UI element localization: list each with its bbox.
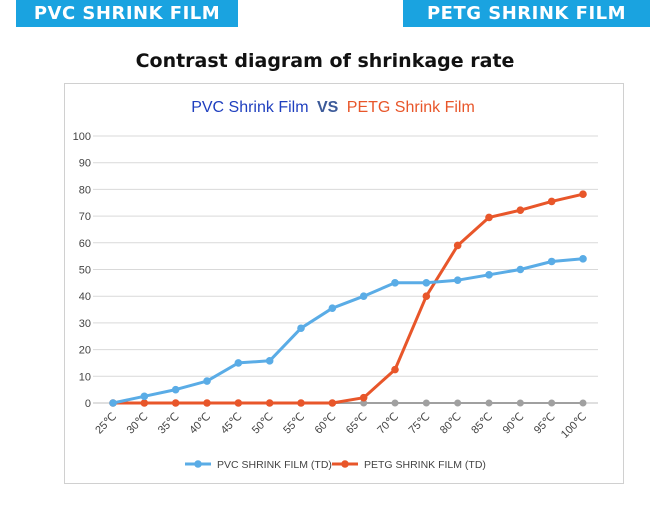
pvc-series-point xyxy=(140,392,149,401)
x-tick-label: 65℃ xyxy=(344,411,370,437)
legend-pvc-marker xyxy=(194,460,202,468)
petg-series-point xyxy=(422,292,431,300)
pvc-series-point xyxy=(359,292,368,300)
pvc-series-point xyxy=(547,257,556,266)
chart-title-vs: VS xyxy=(317,99,339,116)
x-tick-label: 55℃ xyxy=(281,411,307,437)
x-tick-label: 30℃ xyxy=(125,411,151,437)
pvc-series-point xyxy=(453,276,462,284)
y-tick-label: 70 xyxy=(79,211,91,223)
baseline-point xyxy=(579,399,587,407)
chart-title-pvc: PVC Shrink Film xyxy=(191,99,308,116)
petg-series-point xyxy=(297,399,305,407)
y-tick-label: 50 xyxy=(79,265,91,277)
pvc-series-point xyxy=(297,324,305,333)
petg-series-point xyxy=(234,399,243,407)
y-tick-label: 30 xyxy=(79,318,91,330)
petg-series-point xyxy=(140,399,149,407)
petg-series-point xyxy=(516,206,525,215)
baseline-point xyxy=(516,399,524,407)
x-tick-label: 25℃ xyxy=(93,411,119,437)
petg-series-line xyxy=(113,192,584,405)
petg-series-point xyxy=(203,399,211,407)
x-tick-label: 45℃ xyxy=(219,411,245,437)
legend-petg-marker xyxy=(341,460,349,468)
pvc-series-point xyxy=(516,265,525,274)
chart-container: PVC Shrink Film VS PETG Shrink Film 0 10 2… xyxy=(64,83,624,484)
y-tick-label: 40 xyxy=(79,291,91,303)
x-tick-label: 80℃ xyxy=(438,411,464,437)
x-tick-label: 50℃ xyxy=(250,411,276,437)
chart-title: PVC Shrink Film VS PETG Shrink Film xyxy=(191,99,475,116)
y-tick-label: 60 xyxy=(79,238,91,250)
petg-series-point xyxy=(485,213,493,222)
y-tick-label: 100 xyxy=(73,131,91,143)
x-tick-label: 95℃ xyxy=(532,411,558,437)
x-tick-label: 60℃ xyxy=(313,411,339,437)
pvc-series-point xyxy=(171,385,180,394)
x-tick-label: 90℃ xyxy=(501,411,527,437)
legend-petg-label: PETG SHRINK FILM (TD) xyxy=(364,459,486,471)
pvc-series-point xyxy=(391,279,399,287)
petg-series-point xyxy=(265,399,274,407)
shrinkage-line-chart: PVC Shrink Film VS PETG Shrink Film 0 10 2… xyxy=(73,99,598,471)
petg-series-point xyxy=(328,399,337,407)
baseline-point xyxy=(454,399,462,407)
pvc-series-point xyxy=(265,357,274,365)
x-tick-label: 100℃ xyxy=(559,411,589,441)
y-tick-label: 90 xyxy=(79,158,91,170)
pvc-series-point xyxy=(234,359,243,367)
pvc-series-point xyxy=(328,304,337,313)
petg-series-point xyxy=(579,190,587,199)
x-tick-label: 70℃ xyxy=(375,411,401,437)
petg-banner: PETG SHRINK FILM xyxy=(403,0,650,27)
y-tick-label: 20 xyxy=(79,345,91,357)
pvc-series-point xyxy=(109,399,117,407)
petg-series-point xyxy=(547,197,556,206)
pvc-series-line xyxy=(112,257,584,405)
legend-pvc-label: PVC SHRINK FILM (TD) xyxy=(217,459,332,471)
petg-series-point xyxy=(171,399,180,407)
baseline-point xyxy=(391,399,399,407)
y-tick-label: 10 xyxy=(79,371,91,383)
baseline-point xyxy=(485,399,493,407)
petg-series-point xyxy=(359,393,368,402)
baseline-point xyxy=(422,399,430,407)
pvc-banner: PVC SHRINK FILM xyxy=(16,0,238,27)
y-tick-label: 80 xyxy=(79,184,91,196)
y-tick-label: 0 xyxy=(85,398,91,410)
x-tick-label: 75℃ xyxy=(407,411,433,437)
x-tick-label: 85℃ xyxy=(469,411,495,437)
pvc-series-point xyxy=(422,279,431,287)
x-tick-label: 40℃ xyxy=(187,411,213,437)
baseline-point xyxy=(548,399,556,407)
petg-series-point xyxy=(453,241,462,250)
pvc-series-point xyxy=(579,255,587,263)
baseline-point xyxy=(360,399,368,407)
petg-series-point xyxy=(391,365,399,374)
page-heading: Contrast diagram of shrinkage rate xyxy=(135,50,515,72)
pvc-series-point xyxy=(485,271,493,279)
chart-title-petg: PETG Shrink Film xyxy=(347,99,475,116)
pvc-series-point xyxy=(203,377,211,385)
x-tick-label: 35℃ xyxy=(156,411,182,437)
